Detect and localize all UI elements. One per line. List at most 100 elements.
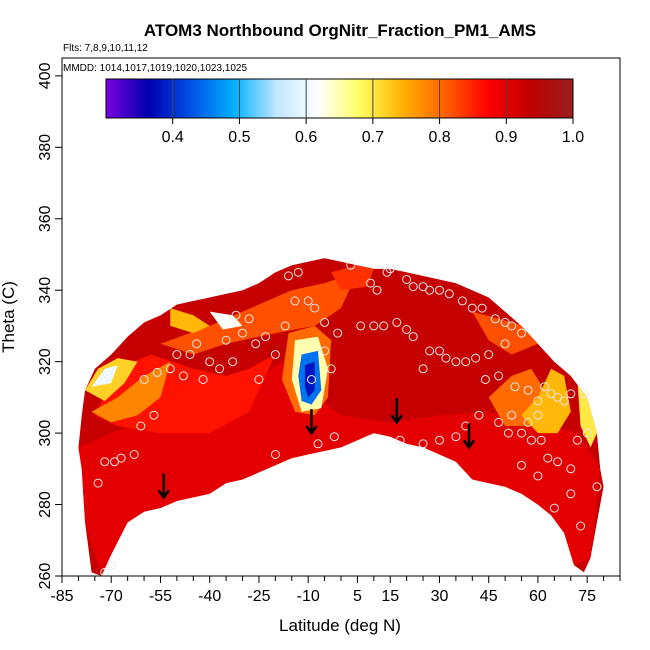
observation-point xyxy=(566,464,576,474)
observation-point xyxy=(215,364,225,374)
observation-point xyxy=(106,560,116,570)
observation-point xyxy=(165,364,175,374)
observation-point xyxy=(517,460,526,470)
observation-point xyxy=(392,317,402,327)
x-tick-label: -25 xyxy=(247,588,270,605)
observation-point xyxy=(270,350,280,359)
observation-point xyxy=(480,375,490,384)
observation-point xyxy=(435,285,444,295)
field-regions xyxy=(78,258,604,576)
observation-point xyxy=(280,321,290,331)
observation-point xyxy=(510,382,520,392)
x-tick-label: -70 xyxy=(100,588,123,605)
observation-point xyxy=(507,410,517,420)
field-region xyxy=(94,354,276,434)
observation-point xyxy=(484,350,494,359)
x-tick-label: 30 xyxy=(431,588,449,605)
observation-point xyxy=(526,435,536,445)
field-region xyxy=(170,308,210,334)
observation-point xyxy=(326,364,336,374)
observation-point xyxy=(467,303,477,313)
y-tick-label: 260 xyxy=(37,563,54,590)
observation-point xyxy=(185,350,195,359)
observation-point xyxy=(572,435,582,445)
tropopause-arrows xyxy=(157,398,476,500)
observation-point xyxy=(129,450,139,459)
x-tick-label: -55 xyxy=(149,588,172,605)
observation-point xyxy=(474,410,484,420)
observation-point xyxy=(100,567,110,576)
observation-point xyxy=(261,332,270,342)
observation-point xyxy=(221,335,231,345)
colorbar-tick-label: 0.9 xyxy=(495,129,517,146)
field-region xyxy=(331,265,374,291)
observation-points xyxy=(93,260,602,576)
observation-point xyxy=(93,478,103,488)
observation-point xyxy=(533,410,543,420)
observation-point xyxy=(582,428,592,438)
observation-point xyxy=(329,432,339,442)
observation-point xyxy=(310,303,320,313)
observation-point xyxy=(320,346,330,356)
observation-point xyxy=(523,385,533,395)
colorbar-gradient xyxy=(105,78,574,119)
observation-point xyxy=(303,296,313,306)
observation-point xyxy=(356,321,366,331)
observation-point xyxy=(366,278,375,288)
observation-point xyxy=(549,503,559,513)
observation-point xyxy=(425,285,435,295)
flights-caption: Flts: 7,8,9,10,11,12 xyxy=(63,43,148,54)
observation-point xyxy=(251,339,261,349)
observation-point xyxy=(451,432,461,442)
observation-point xyxy=(346,260,356,270)
observation-point xyxy=(313,439,323,449)
observation-point xyxy=(152,367,162,377)
observation-point xyxy=(205,357,215,367)
observation-point xyxy=(231,310,241,320)
tropopause-arrow xyxy=(157,473,170,500)
chart-title: ATOM3 Northbound OrgNitr_Fraction_PM1_AM… xyxy=(144,21,536,40)
y-axis: 260 280 300 320 340 360 380 400 xyxy=(37,62,62,589)
x-tick-label: -10 xyxy=(297,588,320,605)
x-tick-label: 5 xyxy=(353,588,362,605)
x-tick-label: 75 xyxy=(578,588,596,605)
observation-point xyxy=(402,275,412,284)
y-tick-label: 280 xyxy=(37,491,54,518)
observation-point xyxy=(579,389,589,399)
observation-point xyxy=(136,421,146,431)
dates-caption: MMDD: 1014,1017,1019,1020,1023,1025 xyxy=(63,63,247,74)
observation-point xyxy=(566,489,576,499)
observation-point xyxy=(500,339,510,349)
observation-point xyxy=(372,285,382,295)
tropopause-arrow xyxy=(462,423,476,450)
observation-point xyxy=(284,271,293,281)
observation-point xyxy=(307,375,316,384)
field-region xyxy=(577,379,597,448)
x-axis: -85 -70 -55 -40 -25 -10 5 15 30 45 60 75 xyxy=(50,576,621,605)
heatmap-field xyxy=(78,258,604,576)
colorbar-tick-label: 0.5 xyxy=(228,129,250,146)
observation-point xyxy=(533,471,543,481)
observation-point xyxy=(523,417,533,427)
observation-point xyxy=(244,314,254,324)
observation-point xyxy=(408,332,418,342)
observation-point xyxy=(441,353,451,363)
y-tick-label: 360 xyxy=(37,205,54,232)
x-axis-label: Latitude (deg N) xyxy=(279,616,401,635)
observation-point xyxy=(408,282,418,292)
y-tick-label: 340 xyxy=(37,277,54,304)
y-tick-label: 400 xyxy=(37,62,54,89)
colorbar-tick-label: 0.4 xyxy=(162,129,184,146)
y-tick-label: 320 xyxy=(37,348,54,375)
observation-point xyxy=(100,457,110,467)
observation-point xyxy=(494,417,504,427)
field-region xyxy=(209,311,243,330)
observation-point xyxy=(517,428,526,438)
field-region xyxy=(160,272,358,355)
observation-point xyxy=(418,439,428,449)
observation-point xyxy=(451,357,461,367)
observation-point xyxy=(139,375,149,384)
observation-point xyxy=(566,389,576,399)
observation-point xyxy=(270,450,280,459)
observation-point xyxy=(149,410,159,420)
